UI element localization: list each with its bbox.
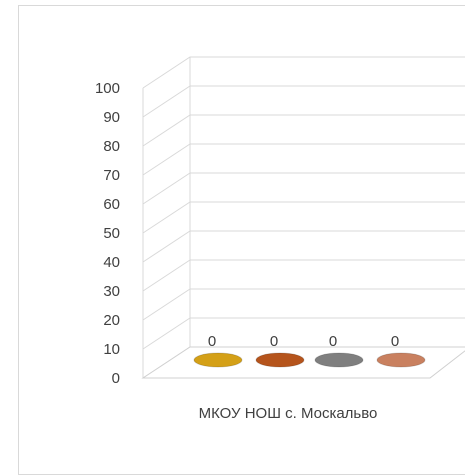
bar-top bbox=[314, 352, 364, 368]
gridline bbox=[142, 230, 465, 263]
gridline bbox=[142, 114, 465, 147]
bar bbox=[255, 352, 305, 368]
gridline bbox=[142, 288, 465, 321]
data-label: 0 bbox=[329, 333, 337, 350]
gridline bbox=[142, 259, 465, 292]
data-labels: 0 0 0 0 bbox=[208, 333, 399, 350]
data-label: 0 bbox=[391, 333, 399, 350]
y-tick-label: 90 bbox=[103, 109, 120, 126]
bar bbox=[376, 352, 426, 368]
y-tick-label: 70 bbox=[103, 167, 120, 184]
data-label: 0 bbox=[270, 333, 278, 350]
gridlines bbox=[142, 56, 465, 379]
y-tick-label: 10 bbox=[103, 341, 120, 358]
gridline bbox=[142, 317, 465, 350]
y-tick-label: 60 bbox=[103, 196, 120, 213]
gridline bbox=[142, 201, 465, 234]
bar-top bbox=[193, 352, 243, 368]
gridline bbox=[142, 143, 465, 176]
gridline bbox=[142, 56, 465, 89]
y-tick-label: 0 bbox=[112, 370, 120, 387]
category-label: МКОУ НОШ с. Москальво bbox=[199, 405, 378, 422]
y-tick-label: 50 bbox=[103, 225, 120, 242]
bar bbox=[193, 352, 243, 368]
y-tick-label: 40 bbox=[103, 254, 120, 271]
y-tick-label: 80 bbox=[103, 138, 120, 155]
y-tick-label: 20 bbox=[103, 312, 120, 329]
gridline bbox=[142, 172, 465, 205]
y-tick-label: 30 bbox=[103, 283, 120, 300]
data-label: 0 bbox=[208, 333, 216, 350]
chart-frame bbox=[18, 5, 465, 475]
bars bbox=[193, 352, 426, 368]
bar-top bbox=[376, 352, 426, 368]
y-tick-label: 100 bbox=[95, 80, 120, 97]
gridline bbox=[142, 85, 465, 118]
bar-top bbox=[255, 352, 305, 368]
bar bbox=[314, 352, 364, 368]
